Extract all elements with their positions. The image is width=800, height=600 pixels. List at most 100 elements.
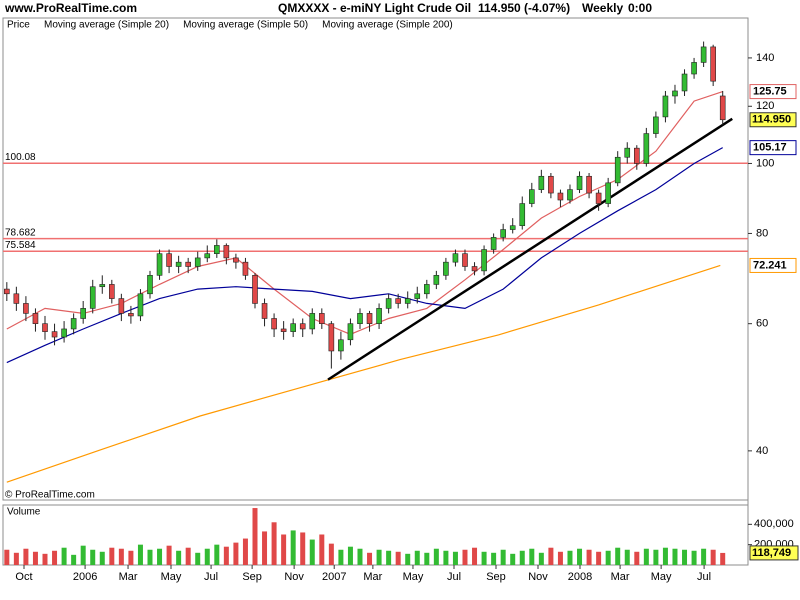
candle-body — [280, 328, 287, 332]
candle-body — [357, 313, 363, 324]
candle-body — [509, 225, 516, 230]
level-label: 75.584 — [5, 240, 36, 251]
x-tick-label: Mar — [119, 571, 138, 583]
candle-body — [42, 323, 48, 332]
volume-bar — [557, 551, 563, 565]
candle-body — [271, 318, 277, 330]
candle-body — [529, 189, 535, 204]
x-tick-label: May — [161, 571, 182, 583]
candle-body — [605, 182, 611, 204]
candle-body — [175, 261, 182, 267]
volume-bar — [376, 549, 382, 565]
volume-bar — [185, 547, 191, 565]
volume-plot — [4, 508, 726, 565]
volume-bar — [252, 508, 258, 565]
candle-body — [672, 90, 678, 97]
price-panel — [2, 17, 749, 501]
volume-bar — [682, 549, 688, 565]
volume-bar — [176, 550, 182, 565]
x-tick-label: Jul — [204, 571, 218, 583]
candle-body — [338, 339, 344, 352]
volume-bar — [109, 547, 115, 565]
volume-bar — [472, 547, 478, 565]
volume-bar — [615, 547, 621, 565]
candle-body — [404, 298, 411, 304]
candle-body — [433, 275, 440, 285]
volume-bar — [462, 549, 468, 565]
volume-bar — [452, 551, 458, 565]
y-tick-label: 140 — [756, 52, 774, 64]
volume-bar — [128, 550, 134, 565]
volume-bar — [90, 549, 96, 565]
volume-bar — [281, 534, 287, 565]
candle-body — [32, 313, 39, 324]
legend-price: Price — [7, 20, 30, 31]
volume-bar — [405, 553, 411, 565]
x-tick-label: Sep — [242, 571, 262, 583]
candle-body — [557, 192, 564, 201]
candle-body — [519, 203, 526, 227]
candle-body — [185, 261, 191, 267]
volume-bar — [338, 549, 344, 565]
volume-bar — [720, 552, 726, 565]
x-tick-label: 2007 — [322, 571, 346, 583]
volume-bar — [4, 549, 10, 565]
chart-title: QMXXXX - e-miNY Light Crude Oil — [278, 1, 471, 15]
candle-body — [319, 313, 325, 324]
price-plot — [3, 41, 748, 483]
candle-body — [252, 275, 258, 304]
candle-body — [471, 266, 478, 272]
candle-body — [385, 298, 392, 309]
candle-body — [290, 323, 296, 332]
y-tick-label: 400,000 — [754, 518, 794, 530]
candle-body — [328, 323, 335, 352]
candle-body — [691, 62, 697, 75]
volume-bar — [157, 548, 163, 565]
volume-bar — [538, 552, 544, 565]
candle-body — [99, 284, 106, 288]
legend-entry: Moving average (Simple 200) — [322, 20, 453, 31]
volume-bar — [672, 548, 678, 565]
candle-body — [595, 192, 602, 204]
candle-body — [156, 253, 163, 276]
candle-body — [576, 175, 583, 190]
volume-bar — [367, 552, 373, 565]
candle-body — [166, 253, 172, 267]
volume-bar — [691, 550, 697, 565]
y-tick-label: 40 — [756, 445, 768, 457]
volume-bar — [290, 530, 296, 565]
candle-body — [80, 308, 86, 319]
candle-body — [490, 237, 497, 250]
x-tick-label: Nov — [528, 571, 548, 583]
candle-body — [500, 229, 506, 238]
volume-bar — [605, 550, 611, 565]
volume-bar — [634, 551, 640, 565]
candle-body — [128, 313, 134, 317]
last-price-label: 114.950 — [752, 114, 791, 126]
x-tick-label: Mar — [611, 571, 630, 583]
candle-body — [214, 245, 220, 254]
candle-body — [194, 257, 201, 267]
volume-bar — [347, 546, 353, 565]
candle-body — [223, 245, 230, 259]
x-tick-label: 2006 — [73, 571, 97, 583]
candle-body — [309, 313, 316, 330]
x-tick-label: May — [651, 571, 672, 583]
candle-body — [137, 293, 144, 317]
candle-body — [89, 286, 96, 309]
volume-title: Volume — [7, 507, 41, 518]
candle-body — [443, 261, 449, 276]
candle-body — [61, 328, 67, 338]
moving-average — [6, 147, 723, 364]
volume-bar — [357, 548, 363, 565]
y-tick-label: 100 — [756, 157, 774, 169]
volume-bar — [443, 550, 449, 565]
candle-body — [4, 288, 10, 295]
moving-average — [6, 264, 721, 483]
candle-body — [395, 298, 401, 304]
volume-bar — [271, 522, 277, 565]
volume-bar — [214, 544, 220, 565]
candle-body — [23, 303, 29, 314]
level-label: 100.08 — [5, 152, 36, 163]
